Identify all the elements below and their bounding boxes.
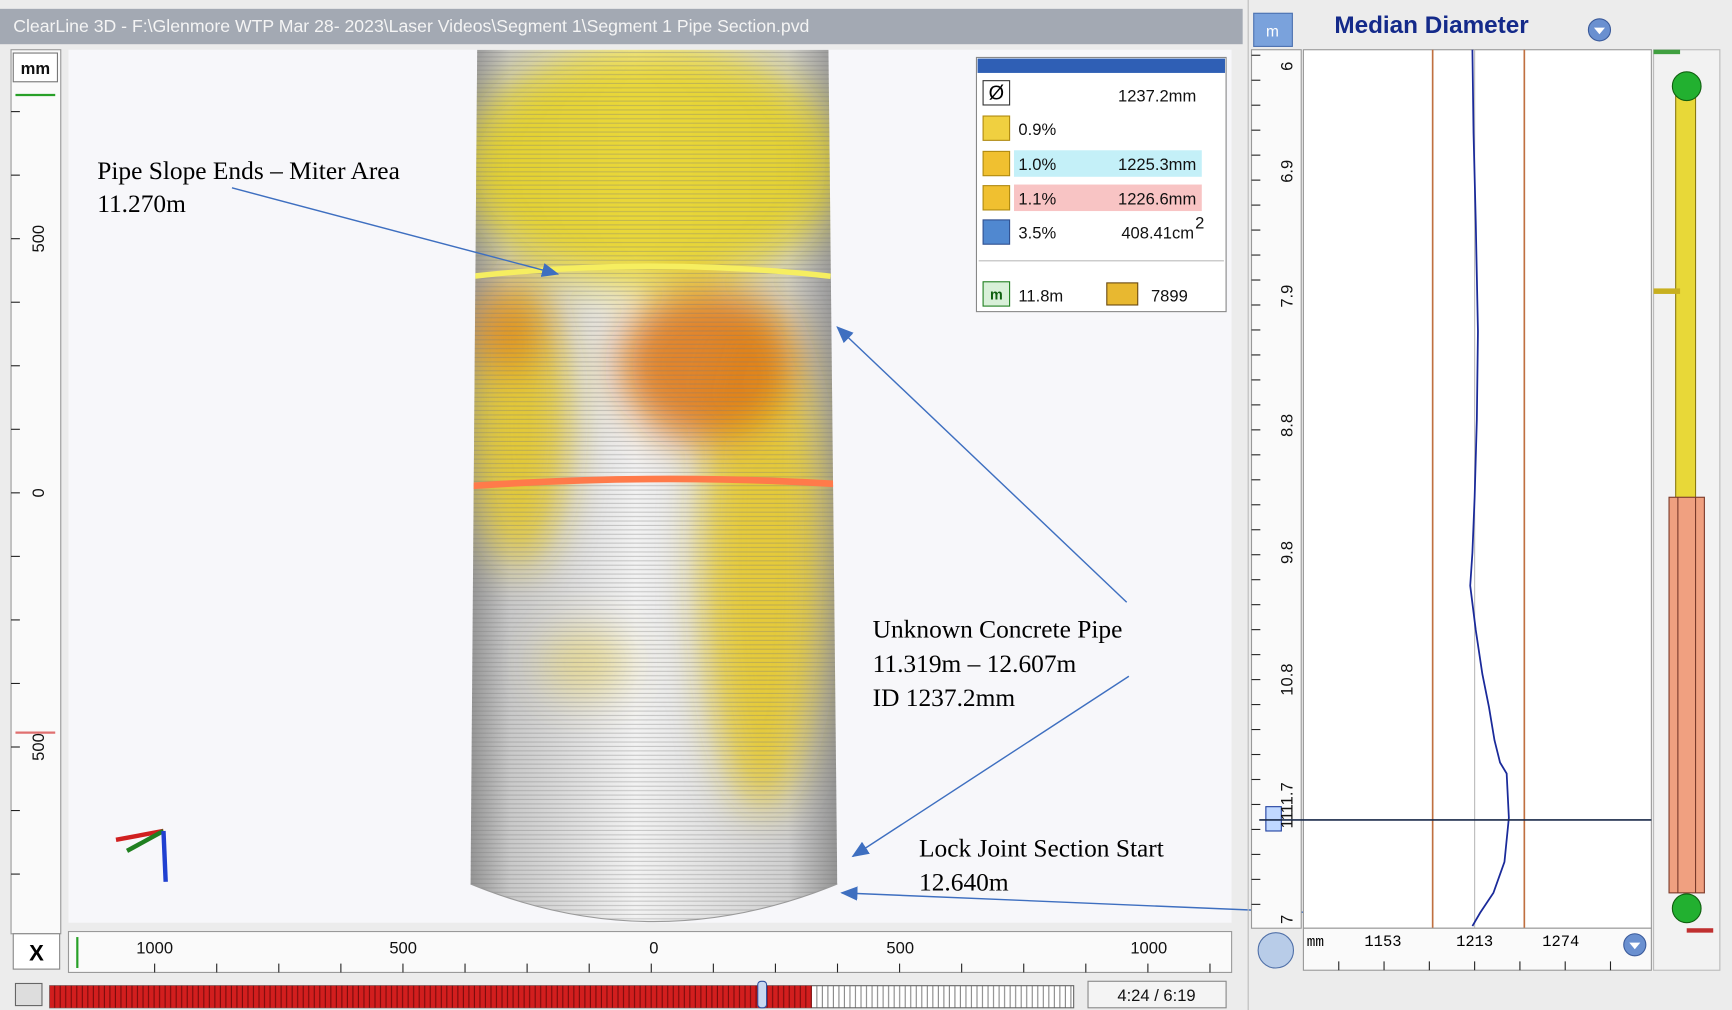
annotation-text: ID 1237.2mm [873,684,1016,712]
frame-value: 7899 [1151,287,1188,306]
horizontal-percent: 1.0% [1018,155,1056,174]
annotation-text: 12.640m [919,869,1009,897]
zoom-button[interactable] [1258,933,1293,968]
pipe-model [464,44,845,961]
time-display: 4:24 / 6:19 [1117,986,1195,1005]
annotation-text: Unknown Concrete Pipe [873,616,1123,644]
area-icon [983,220,1010,244]
range-handle[interactable] [1672,72,1701,101]
range-handle[interactable] [1672,894,1701,923]
range-marker [1654,50,1681,54]
distance-label: 6.9 [1277,160,1296,183]
profile-x-tick: 1213 [1456,933,1493,951]
distance-label: 9.8 [1277,541,1296,564]
distance-value: 11.8m [1018,287,1063,306]
progress-thumb[interactable] [758,981,767,1008]
unit-label: mm [21,59,50,78]
info-panel: Ø 1237.2mm 0.9% 1.0% 1225.3mm 1.1% 1226.… [976,57,1226,311]
ovality-value: 0.9% [1018,120,1056,139]
axis-z [163,831,165,882]
profile-x-tick: 1153 [1364,933,1401,951]
distance-label: 11.7 [1277,782,1296,813]
ruler-label: 500 [29,733,48,761]
annotation-text: 11.270m [97,190,186,218]
ovality-icon [983,116,1010,140]
diameter-value: 1237.2mm [1118,87,1196,106]
ruler-label: 500 [29,225,48,253]
video-icon [15,983,42,1005]
distance-label: 7.9 [1277,285,1296,308]
distance-icon-text: m [990,287,1003,303]
progress-fill [50,986,812,1008]
diameter-symbol: Ø [989,82,1004,104]
profile-plot [1303,50,1651,929]
pipe-texture [464,44,845,961]
range-selection [1669,497,1704,893]
frame-icon [1107,283,1138,305]
area-exponent: 2 [1195,214,1204,233]
ruler-label: 0 [29,488,48,497]
range-marker [1687,928,1714,932]
distance-label: 7 [1277,915,1296,924]
unit-button-label: m [1266,23,1279,40]
distance-label: 10.8 [1277,663,1296,695]
app-window: ClearLine 3D - F:\Glenmore WTP Mar 28- 2… [0,0,1732,1010]
panel-title: Median Diameter [1334,12,1529,39]
vertical-percent: 1.1% [1018,189,1056,208]
annotation-text: Pipe Slope Ends – Miter Area [97,157,400,185]
area-percent: 3.5% [1018,224,1056,243]
page: ClearLine 3D {"window": {"title": "Clear… [0,0,1732,1010]
annotation-text: Lock Joint Section Start [919,834,1164,862]
info-panel-header [978,59,1225,73]
profile-x-tick: 1274 [1542,933,1579,951]
distance-label: 8.8 [1277,414,1296,437]
vertical-icon [983,186,1010,210]
x-tick-label: 0 [649,939,658,958]
vertical-value: 1226.6mm [1118,189,1196,208]
x-tick-label: 1000 [1130,939,1167,958]
x-tick-label: 1000 [136,939,173,958]
body: ClearLine 3D - F:\Glenmore WTP Mar 28- 2… [0,0,1732,1010]
horizontal-value: 1225.3mm [1118,155,1196,174]
x-tick-label: 500 [886,939,914,958]
window-title: ClearLine 3D - F:\Glenmore WTP Mar 28- 2… [13,16,809,36]
area-value: 408.41cm [1121,224,1194,243]
horizontal-icon [983,151,1010,175]
range-marker [1654,288,1681,294]
annotation-text: 11.319m – 12.607m [873,650,1077,678]
distance-label: 6 [1277,62,1296,71]
x-axis-label: X [29,940,44,965]
profile-x-unit: mm [1307,935,1324,951]
x-tick-label: 500 [389,939,417,958]
